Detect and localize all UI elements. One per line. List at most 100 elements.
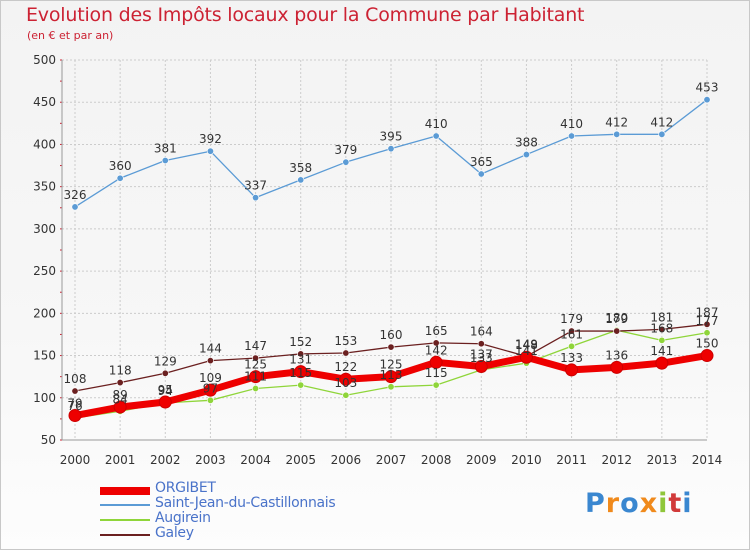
data-label-galey: 181	[650, 310, 673, 324]
data-label-augirein: 103	[334, 376, 357, 390]
data-point-galey	[116, 379, 124, 387]
legend-swatch-orgibet	[100, 487, 150, 495]
data-label-augirein: 168	[650, 321, 673, 335]
y-tick-label: 450	[33, 95, 56, 109]
data-label-augirein: 97	[203, 381, 218, 395]
legend-label-galey: Galey	[155, 525, 194, 541]
data-label-saint-jean-du-castillonnais: 365	[470, 155, 493, 169]
logo-letter: i	[682, 488, 693, 519]
data-label-galey: 187	[696, 305, 719, 319]
data-label-galey: 153	[334, 334, 357, 348]
y-tick-label: 400	[33, 137, 56, 151]
data-label-saint-jean-du-castillonnais: 395	[380, 130, 403, 144]
x-tick-label: 2014	[692, 453, 723, 467]
data-label-augirein: 161	[560, 327, 583, 341]
data-label-augirein: 133	[470, 351, 493, 365]
data-label-galey: 164	[470, 325, 493, 339]
data-label-orgibet: 125	[244, 358, 267, 372]
data-label-orgibet: 89	[113, 388, 128, 402]
data-label-augirein: 115	[289, 366, 312, 380]
logo-letter: x	[639, 488, 659, 519]
data-label-orgibet: 109	[199, 371, 222, 385]
line-chart: 50 100 150 200 250 300 350 400 450 500 2000 2001 200…	[33, 53, 723, 467]
data-label-augirein: 111	[244, 369, 267, 383]
data-label-saint-jean-du-castillonnais: 326	[64, 188, 87, 202]
logo-letter: t	[668, 488, 683, 519]
data-label-orgibet: 136	[605, 348, 628, 362]
data-point-orgibet	[610, 360, 624, 374]
data-label-saint-jean-du-castillonnais: 381	[154, 141, 177, 155]
logo-letter: r	[605, 488, 621, 519]
data-label-augirein: 180	[605, 311, 628, 325]
data-point-saint-jean-du-castillonnais	[387, 145, 395, 153]
data-label-augirein: 115	[425, 366, 448, 380]
data-point-galey	[432, 339, 440, 347]
data-label-galey: 160	[380, 328, 403, 342]
data-point-orgibet	[339, 372, 353, 386]
data-label-orgibet: 125	[380, 358, 403, 372]
data-label-orgibet: 95	[158, 383, 173, 397]
legend-swatch-augirein	[100, 519, 150, 521]
data-label-orgibet: 137	[470, 348, 493, 362]
data-label-saint-jean-du-castillonnais: 379	[334, 143, 357, 157]
data-label-augirein: 84	[113, 392, 128, 406]
y-tick-label: 350	[33, 180, 56, 194]
data-point-saint-jean-du-castillonnais	[116, 174, 124, 182]
data-point-augirein	[432, 381, 440, 389]
data-label-augirein: 113	[380, 368, 403, 382]
data-point-galey	[161, 369, 169, 377]
data-point-orgibet	[474, 360, 488, 374]
data-point-augirein	[387, 383, 395, 391]
data-label-saint-jean-du-castillonnais: 360	[109, 159, 132, 173]
x-tick-label: 2013	[647, 453, 678, 467]
data-label-saint-jean-du-castillonnais: 388	[515, 136, 538, 150]
y-tick-label: 50	[41, 433, 56, 447]
data-point-orgibet	[249, 370, 263, 384]
data-point-galey	[568, 327, 576, 335]
y-tick-label: 250	[33, 264, 56, 278]
data-point-galey	[477, 340, 485, 348]
data-label-saint-jean-du-castillonnais: 337	[244, 179, 267, 193]
data-point-augirein	[658, 336, 666, 344]
data-point-saint-jean-du-castillonnais	[252, 194, 260, 202]
x-tick-label: 2000	[60, 453, 91, 467]
data-label-augirein: 141	[515, 344, 538, 358]
data-point-galey	[658, 325, 666, 333]
y-tick-label: 200	[33, 306, 56, 320]
data-label-saint-jean-du-castillonnais: 412	[650, 115, 673, 129]
legend-label-saint-jean: Saint-Jean-du-Castillonnais	[155, 495, 336, 511]
data-point-augirein	[568, 342, 576, 350]
data-label-galey: 108	[64, 372, 87, 386]
data-point-augirein	[297, 381, 305, 389]
data-label-galey: 147	[244, 339, 267, 353]
data-label-galey: 179	[605, 312, 628, 326]
data-label-galey: 149	[515, 337, 538, 351]
data-point-galey	[387, 343, 395, 351]
x-tick-label: 2006	[331, 453, 362, 467]
data-point-saint-jean-du-castillonnais	[71, 203, 79, 211]
x-tick-label: 2007	[376, 453, 407, 467]
data-point-orgibet	[565, 363, 579, 377]
data-point-galey	[613, 327, 621, 335]
y-tick-label: 150	[33, 349, 56, 363]
data-point-augirein	[342, 391, 350, 399]
data-point-orgibet	[655, 356, 669, 370]
data-label-galey: 152	[289, 335, 312, 349]
data-point-orgibet	[113, 400, 127, 414]
logo-letter: o	[620, 488, 640, 519]
x-tick-label: 2004	[240, 453, 271, 467]
data-label-saint-jean-du-castillonnais: 412	[605, 115, 628, 129]
data-point-orgibet	[68, 409, 82, 423]
data-point-orgibet	[158, 395, 172, 409]
data-point-orgibet	[519, 350, 533, 364]
data-label-galey: 179	[560, 312, 583, 326]
data-label-orgibet: 131	[289, 353, 312, 367]
data-label-galey: 144	[199, 342, 222, 356]
data-point-augirein	[252, 384, 260, 392]
logo-letter: i	[658, 488, 669, 519]
proxiti-logo: Proxiti	[585, 488, 693, 519]
data-point-saint-jean-du-castillonnais	[658, 130, 666, 138]
data-point-galey	[206, 357, 214, 365]
data-point-orgibet	[384, 370, 398, 384]
legend-label-orgibet: ORGIBET	[155, 480, 216, 496]
